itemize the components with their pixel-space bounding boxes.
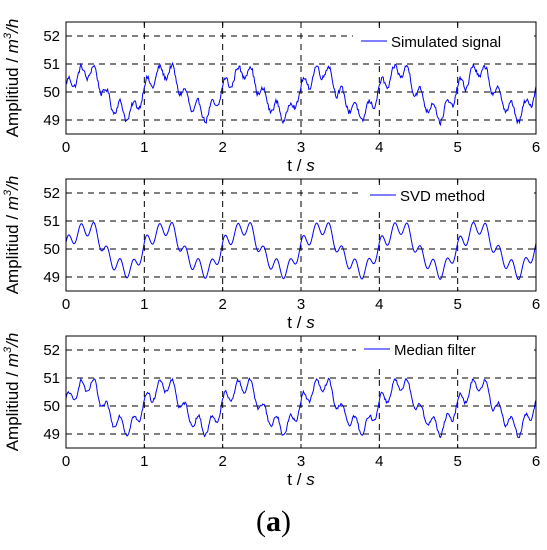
y-tick-label: 51 (43, 370, 60, 387)
x-tick-label: 5 (453, 453, 461, 470)
x-axis-label: t / s (287, 156, 315, 175)
legend-box (353, 30, 534, 60)
x-tick-label: 3 (297, 453, 305, 470)
y-tick-label: 51 (43, 213, 60, 230)
x-axis-label: t / s (287, 313, 315, 332)
y-tick-label: 51 (43, 56, 60, 73)
y-axis-label-unit-tail: /h (3, 176, 22, 191)
y-axis-label-unit-tail: /h (3, 19, 22, 34)
x-axis-label: t / s (287, 470, 315, 489)
y-tick-label: 50 (43, 398, 60, 415)
x-tick-label: 3 (297, 139, 305, 156)
x-tick-label: 1 (140, 453, 148, 470)
legend-label: SVD method (400, 188, 485, 205)
legend-box (356, 340, 534, 366)
series-line-1 (65, 61, 537, 127)
x-tick-label: 5 (453, 139, 461, 156)
x-tick-label: 0 (62, 296, 70, 313)
y-axis-label: Amplitiud / m3/h (2, 176, 22, 295)
x-tick-label: 6 (532, 139, 540, 156)
y-tick-label: 49 (43, 112, 60, 129)
y-tick-label: 49 (43, 426, 60, 443)
x-tick-label: 0 (62, 453, 70, 470)
y-axis-label: Amplitiud / m3/h (2, 333, 22, 452)
x-tick-label: 4 (375, 296, 383, 313)
x-tick-label: 3 (297, 296, 305, 313)
legend-box (362, 186, 534, 212)
x-tick-label: 6 (532, 453, 540, 470)
y-tick-label: 52 (43, 28, 60, 45)
x-axis-label-unit: s (306, 313, 315, 332)
y-axis-label-main: Amplitiud / (3, 210, 22, 294)
y-tick-label: 49 (43, 269, 60, 286)
x-axis-label-unit: s (306, 470, 315, 489)
figure-caption: (a) (0, 505, 547, 539)
x-tick-label: 2 (218, 139, 226, 156)
y-axis-label-unit-exp: 3 (2, 32, 14, 39)
y-tick-label: 52 (43, 185, 60, 202)
y-axis-label-unit-tail: /h (3, 333, 22, 348)
y-axis-label-unit-exp: 3 (2, 189, 14, 196)
legend: SVD method (362, 186, 534, 212)
y-axis-label-main: Amplitiud / (3, 367, 22, 451)
caption-close: ) (281, 505, 291, 538)
x-tick-label: 2 (218, 453, 226, 470)
series-line-1 (65, 377, 537, 439)
x-axis-label-main: t / (287, 156, 306, 175)
x-axis-label-main: t / (287, 313, 306, 332)
y-axis-label-unit-base: m (3, 353, 22, 367)
x-tick-label: 4 (375, 139, 383, 156)
x-axis-label-unit: s (306, 156, 315, 175)
x-tick-label: 1 (140, 296, 148, 313)
y-axis-label-unit-base: m (3, 39, 22, 53)
x-tick-label: 4 (375, 453, 383, 470)
series-line-1 (65, 221, 537, 281)
legend: Simulated signal (353, 30, 534, 60)
legend: Median filter (356, 340, 534, 366)
x-tick-label: 5 (453, 296, 461, 313)
y-tick-label: 50 (43, 84, 60, 101)
y-axis-label-main: Amplitiud / (3, 53, 22, 137)
y-axis-label-unit-exp: 3 (2, 346, 14, 353)
x-axis-label-main: t / (287, 470, 306, 489)
x-tick-label: 2 (218, 296, 226, 313)
x-tick-label: 6 (532, 296, 540, 313)
caption-letter: a (266, 505, 281, 538)
x-tick-label: 0 (62, 139, 70, 156)
y-axis-label: Amplitiud / m3/h (2, 19, 22, 138)
x-tick-label: 1 (140, 139, 148, 156)
caption-open: ( (256, 505, 266, 538)
legend-label: Median filter (394, 342, 476, 359)
y-tick-label: 50 (43, 241, 60, 258)
legend-label: Simulated signal (391, 34, 501, 51)
y-axis-label-unit-base: m (3, 196, 22, 210)
y-tick-label: 52 (43, 342, 60, 359)
